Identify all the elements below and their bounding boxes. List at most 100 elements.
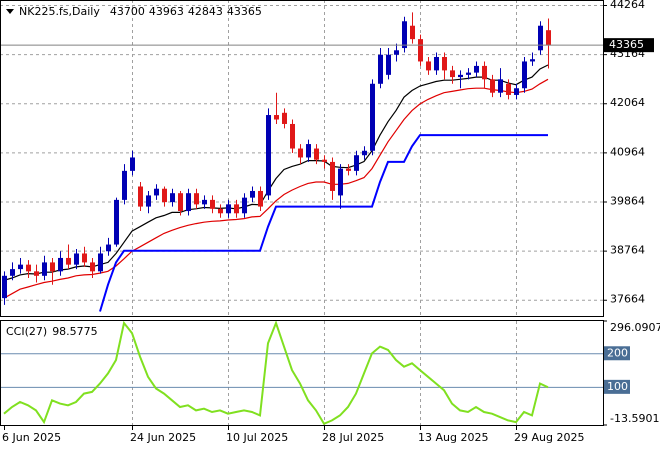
y-tick-label: 100: [607, 380, 628, 393]
candle-body: [98, 253, 103, 272]
candle-body: [338, 168, 343, 196]
x-tick-label: 10 Jul 2025: [226, 431, 288, 444]
candle-body: [386, 54, 391, 75]
candle-body: [242, 197, 247, 214]
candle-body: [74, 253, 79, 265]
last-price-label: 43365: [609, 38, 644, 51]
candle-body: [346, 168, 351, 171]
candle-body: [10, 269, 15, 276]
candle-body: [154, 188, 159, 196]
y-tick-label: 42064: [610, 96, 645, 109]
candle-body: [2, 275, 7, 299]
y-tick-label: -13.5901: [610, 412, 659, 425]
candle-body: [434, 56, 439, 71]
candle-body: [442, 56, 447, 71]
candle-body: [538, 25, 543, 51]
candle-body: [354, 155, 359, 171]
candle-body: [146, 195, 151, 207]
candle-body: [530, 59, 535, 62]
menu-arrow: [6, 9, 14, 14]
candle-body: [194, 193, 199, 205]
cci-value: 98.5775: [52, 325, 98, 338]
candle-body: [130, 157, 135, 171]
candle-body: [378, 54, 383, 84]
candle-body: [322, 159, 327, 162]
indicator-line: [99, 134, 548, 312]
y-tick-label: 38764: [610, 244, 645, 257]
x-tick-label: 6 Jun 2025: [2, 431, 61, 444]
candle-body: [474, 65, 479, 73]
low: 42843: [188, 5, 223, 18]
candle-body: [58, 257, 63, 272]
cci-header: CCI(27) 98.5775: [6, 325, 98, 338]
candle-body: [122, 170, 127, 200]
candle-body: [506, 83, 511, 95]
candle-body: [178, 193, 183, 212]
candle-body: [138, 186, 143, 207]
open: 43700: [110, 5, 145, 18]
y-tick-label: 37664: [610, 293, 645, 306]
candle-body: [362, 150, 367, 156]
x-tick-label: 13 Aug 2025: [418, 431, 488, 444]
close: 43365: [227, 5, 262, 18]
cci-title: CCI(27): [6, 325, 47, 338]
candle-body: [90, 262, 95, 272]
candle-body: [314, 148, 319, 160]
y-tick-label: 40964: [610, 145, 645, 158]
candle-body: [114, 199, 119, 245]
last-price-box: [604, 38, 654, 53]
candle-body: [218, 208, 223, 214]
cci-line: [3, 320, 549, 426]
indicator-line: [3, 78, 549, 299]
candle-body: [482, 65, 487, 80]
candle-body: [202, 199, 207, 205]
candle-body: [210, 199, 215, 209]
symbol: NK225.fs,Daily: [19, 5, 100, 18]
high: 43963: [149, 5, 184, 18]
y-tick-label: 39864: [610, 194, 645, 207]
y-tick-label: 296.0907: [610, 321, 660, 334]
candle-body: [266, 115, 271, 196]
level-box: [604, 379, 630, 394]
candle-body: [34, 271, 39, 276]
candle-body: [258, 190, 263, 207]
candle-body: [234, 204, 239, 214]
y-tick-label: 44264: [610, 0, 645, 11]
candle-body: [498, 79, 503, 93]
candle-body: [418, 39, 423, 62]
candle-body: [42, 262, 47, 276]
candle-body: [274, 115, 279, 120]
candle-body: [66, 257, 71, 265]
candle-body: [522, 61, 527, 89]
candle-body: [298, 148, 303, 158]
candle-body: [402, 21, 407, 49]
candle-body: [394, 50, 399, 55]
candle-body: [514, 88, 519, 95]
candle-body: [162, 188, 167, 203]
candle-body: [106, 244, 111, 252]
candle-body: [546, 30, 551, 46]
header: NK225.fs,Daily 43700 43963 42843 43365: [19, 5, 262, 18]
plot: [0, 12, 603, 426]
x-tick-label: 29 Aug 2025: [514, 431, 584, 444]
candle-body: [410, 25, 415, 40]
candle-body: [26, 264, 31, 272]
candle-body: [330, 161, 335, 191]
candle-body: [186, 193, 191, 212]
level-box: [604, 346, 630, 361]
candle-body: [370, 83, 375, 151]
x-tick-label: 28 Jul 2025: [322, 431, 384, 444]
candle-body: [82, 253, 87, 263]
candle-body: [490, 79, 495, 93]
candle-body: [50, 262, 55, 272]
candle-body: [450, 70, 455, 78]
candle-body: [282, 112, 287, 124]
candle-body: [290, 123, 295, 149]
candle-body: [458, 74, 463, 78]
candle-body: [466, 72, 471, 75]
candle-body: [306, 144, 311, 158]
candle-body: [18, 264, 23, 270]
